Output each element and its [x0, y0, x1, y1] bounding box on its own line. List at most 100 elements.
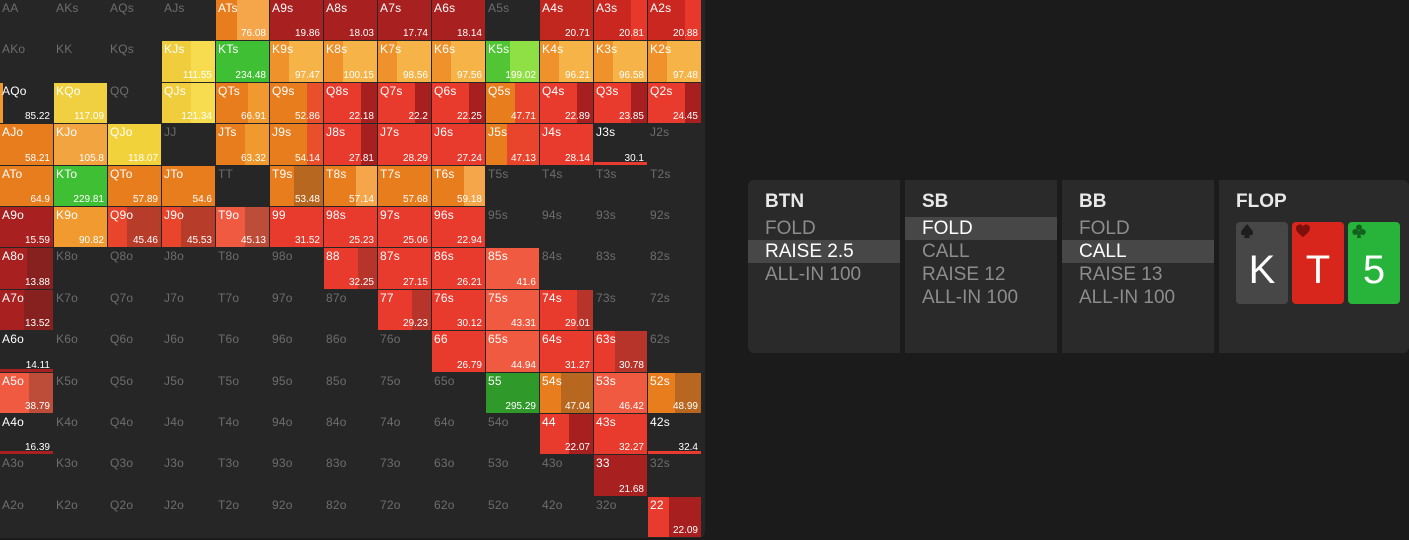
- hand-cell-84s[interactable]: 84s: [540, 248, 593, 289]
- flop-card-3[interactable]: 5: [1348, 222, 1400, 304]
- hand-cell-97s[interactable]: 97s 25.06: [378, 207, 431, 248]
- hand-cell-qts[interactable]: QTs 66.91: [216, 82, 269, 124]
- hand-cell-j8s[interactable]: J8s 27.81: [324, 124, 377, 165]
- hand-cell-aqs[interactable]: AQs: [108, 0, 161, 41]
- hand-cell-k9o[interactable]: K9o 90.82: [54, 207, 107, 248]
- hand-cell-t5s[interactable]: T5s: [486, 165, 539, 206]
- hand-cell-ako[interactable]: AKo: [0, 41, 53, 82]
- hand-cell-q8s[interactable]: Q8s 22.18: [324, 82, 377, 124]
- hand-cell-93s[interactable]: 93s: [594, 207, 647, 248]
- hand-cell-53s[interactable]: 53s 46.42: [594, 372, 647, 413]
- action-fold[interactable]: FOLD: [905, 217, 1057, 240]
- hand-cell-q4s[interactable]: Q4s 22.89: [540, 82, 593, 124]
- hand-cell-75o[interactable]: 75o: [378, 372, 431, 413]
- hand-cell-98o[interactable]: 98o: [270, 248, 323, 289]
- hand-cell-72s[interactable]: 72s: [648, 289, 701, 331]
- action-fold[interactable]: FOLD: [1079, 218, 1130, 239]
- hand-cell-k8o[interactable]: K8o: [54, 248, 107, 289]
- hand-cell-q2o[interactable]: Q2o: [108, 496, 161, 538]
- hand-cell-95s[interactable]: 95s: [486, 207, 539, 248]
- hand-cell-a5s[interactable]: A5s: [486, 0, 539, 41]
- hand-cell-a6s[interactable]: A6s 18.14: [432, 0, 485, 41]
- hand-cell-74s[interactable]: 74s 29.01: [540, 289, 593, 331]
- hand-cell-j4o[interactable]: J4o: [162, 414, 215, 455]
- hand-cell-ajs[interactable]: AJs: [162, 0, 215, 41]
- hand-cell-j2o[interactable]: J2o: [162, 496, 215, 538]
- action-call[interactable]: CALL: [922, 241, 970, 262]
- hand-cell-t7s[interactable]: T7s 57.68: [378, 165, 431, 206]
- hand-cell-a3s[interactable]: A3s 20.81: [594, 0, 647, 41]
- hand-cell-t6o[interactable]: T6o: [216, 331, 269, 372]
- hand-cell-q8o[interactable]: Q8o: [108, 248, 161, 289]
- hand-cell-74o[interactable]: 74o: [378, 414, 431, 455]
- hand-cell-44[interactable]: 44 22.07: [540, 414, 593, 455]
- hand-cell-a9o[interactable]: A9o 15.59: [0, 207, 53, 248]
- hand-cell-83o[interactable]: 83o: [324, 455, 377, 496]
- hand-cell-k8s[interactable]: K8s 100.15: [324, 41, 377, 82]
- hand-cell-77[interactable]: 77 29.23: [378, 289, 431, 331]
- hand-cell-j6o[interactable]: J6o: [162, 331, 215, 372]
- hand-cell-qjs[interactable]: QJs 121.34: [162, 82, 215, 124]
- hand-cell-82o[interactable]: 82o: [324, 496, 377, 538]
- hand-cell-a8s[interactable]: A8s 18.03: [324, 0, 377, 41]
- hand-cell-t8o[interactable]: T8o: [216, 248, 269, 289]
- hand-cell-73o[interactable]: 73o: [378, 455, 431, 496]
- hand-cell-t6s[interactable]: T6s 59.18: [432, 165, 485, 206]
- hand-cell-54o[interactable]: 54o: [486, 414, 539, 455]
- hand-cell-q9o[interactable]: Q9o 45.46: [108, 207, 161, 248]
- hand-cell-kts[interactable]: KTs 234.48: [216, 41, 269, 82]
- hand-cell-t2s[interactable]: T2s: [648, 165, 701, 206]
- hand-cell-k4o[interactable]: K4o: [54, 414, 107, 455]
- hand-cell-22[interactable]: 22 22.09: [648, 496, 701, 538]
- hand-cell-j7s[interactable]: J7s 28.29: [378, 124, 431, 165]
- hand-cell-k2s[interactable]: K2s 97.48: [648, 41, 701, 82]
- hand-cell-96o[interactable]: 96o: [270, 331, 323, 372]
- hand-cell-jj[interactable]: JJ: [162, 124, 215, 165]
- action-allin[interactable]: ALL-IN 100: [922, 287, 1019, 308]
- hand-cell-q6s[interactable]: Q6s 22.25: [432, 82, 485, 124]
- hand-cell-k6o[interactable]: K6o: [54, 331, 107, 372]
- hand-cell-k7s[interactable]: K7s 98.56: [378, 41, 431, 82]
- hand-cell-kjs[interactable]: KJs 111.55: [162, 41, 215, 82]
- action-call[interactable]: CALL: [1062, 240, 1214, 263]
- hand-cell-kjo[interactable]: KJo 105.8: [54, 124, 107, 165]
- action-raise[interactable]: RAISE 12: [922, 264, 1006, 285]
- hand-cell-32o[interactable]: 32o: [594, 496, 647, 538]
- hand-cell-72o[interactable]: 72o: [378, 496, 431, 538]
- hand-cell-k9s[interactable]: K9s 97.47: [270, 41, 323, 82]
- hand-cell-a2s[interactable]: A2s 20.88: [648, 0, 701, 41]
- hand-cell-98s[interactable]: 98s 25.23: [324, 207, 377, 248]
- hand-cell-ats[interactable]: ATs 76.08: [216, 0, 269, 41]
- hand-cell-85o[interactable]: 85o: [324, 372, 377, 413]
- hand-cell-q5o[interactable]: Q5o: [108, 372, 161, 413]
- hand-cell-kqo[interactable]: KQo 117.09: [54, 82, 107, 124]
- hand-cell-87o[interactable]: 87o: [324, 289, 377, 331]
- hand-cell-52o[interactable]: 52o: [486, 496, 539, 538]
- hand-cell-65o[interactable]: 65o: [432, 372, 485, 413]
- hand-cell-a8o[interactable]: A8o 13.88: [0, 248, 53, 289]
- hand-cell-76s[interactable]: 76s 30.12: [432, 289, 485, 331]
- hand-cell-99[interactable]: 99 31.52: [270, 207, 323, 248]
- hand-cell-k3s[interactable]: K3s 96.58: [594, 41, 647, 82]
- hand-cell-a9s[interactable]: A9s 19.86: [270, 0, 323, 41]
- hand-cell-32s[interactable]: 32s: [648, 455, 701, 496]
- hand-cell-84o[interactable]: 84o: [324, 414, 377, 455]
- hand-cell-j3s[interactable]: J3s 30.1: [594, 124, 647, 165]
- hand-cell-54s[interactable]: 54s 47.04: [540, 372, 593, 413]
- hand-cell-64o[interactable]: 64o: [432, 414, 485, 455]
- hand-cell-ajo[interactable]: AJo 58.21: [0, 124, 53, 165]
- hand-cell-94o[interactable]: 94o: [270, 414, 323, 455]
- hand-cell-j9o[interactable]: J9o 45.53: [162, 207, 215, 248]
- hand-cell-87s[interactable]: 87s 27.15: [378, 248, 431, 289]
- hand-cell-qq[interactable]: QQ: [108, 82, 161, 124]
- hand-cell-jto[interactable]: JTo 54.6: [162, 165, 215, 206]
- hand-cell-93o[interactable]: 93o: [270, 455, 323, 496]
- hand-cell-kqs[interactable]: KQs: [108, 41, 161, 82]
- hand-cell-55[interactable]: 55 295.29: [486, 372, 539, 413]
- hand-cell-86s[interactable]: 86s 26.21: [432, 248, 485, 289]
- action-allin[interactable]: ALL-IN 100: [1079, 287, 1176, 308]
- hand-cell-63s[interactable]: 63s 30.78: [594, 331, 647, 372]
- hand-cell-88[interactable]: 88 32.25: [324, 248, 377, 289]
- hand-cell-43o[interactable]: 43o: [540, 455, 593, 496]
- hand-cell-q3o[interactable]: Q3o: [108, 455, 161, 496]
